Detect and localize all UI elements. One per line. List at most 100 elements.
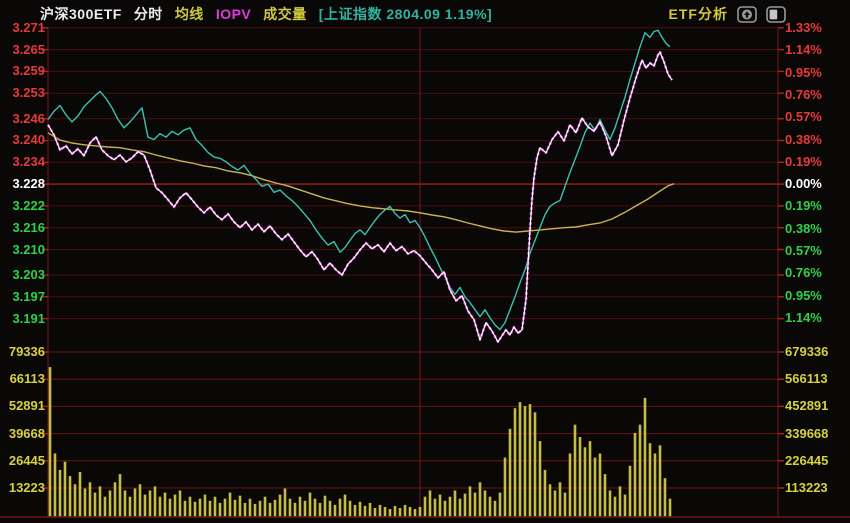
volume-bar (213, 496, 217, 517)
volume-bar (83, 488, 87, 517)
percent-axis-label: 1.14% (785, 42, 822, 57)
average-price-line (47, 132, 675, 233)
volume-bar (628, 465, 632, 517)
percent-axis-label: 0.57% (785, 109, 822, 124)
volume-axis-label: 39668 (8, 426, 45, 441)
volume-bar (378, 504, 382, 517)
volume-bar (538, 441, 542, 517)
volume-bar (488, 496, 492, 517)
volume-bar (613, 496, 617, 517)
volume-bar (163, 492, 167, 517)
price-axis-label: 3.240 (12, 132, 45, 147)
volume-bar (193, 501, 197, 517)
volume-bar (323, 495, 327, 517)
percent-axis-label: 0.38% (785, 221, 822, 236)
volume-bar (433, 498, 437, 517)
volume-bar (388, 509, 392, 517)
volume-bar (468, 486, 472, 517)
volume-bar (288, 498, 292, 517)
volume-bar (648, 443, 652, 517)
volume-bar (258, 500, 262, 517)
title-segment-0: 沪深300ETF (40, 6, 122, 22)
volume-bar (128, 496, 132, 517)
volume-bar (238, 495, 242, 517)
price-axis-label: 3.246 (12, 111, 45, 126)
volume-bar (383, 507, 387, 517)
price-axis-label: 3.253 (12, 85, 45, 100)
volume-axis-label: 66113 (9, 371, 45, 386)
volume-bar (458, 498, 462, 517)
volume-bar (168, 498, 172, 517)
volume-bar (578, 437, 582, 517)
etf-analysis-button[interactable]: ETF分析 (668, 6, 728, 22)
volume-bar (308, 492, 312, 517)
volume-bar (318, 502, 322, 517)
price-axis-label: 3.210 (12, 242, 45, 257)
volume-bar (273, 499, 277, 517)
volume-bar (98, 486, 102, 517)
volume-bar (583, 447, 587, 517)
volume-bar (553, 490, 557, 517)
index-volume-axis-label: 566113 (785, 371, 828, 386)
volume-bar (358, 501, 362, 517)
volume-bar (348, 500, 352, 517)
volume-bar (618, 486, 622, 517)
volume-bar (138, 484, 142, 517)
volume-bar (368, 502, 372, 517)
index-volume-axis-label: 452891 (785, 398, 829, 413)
volume-bar (243, 502, 247, 517)
volume-bar (248, 498, 252, 517)
volume-bar (78, 472, 82, 517)
volume-bar (188, 496, 192, 517)
volume-bar (218, 502, 222, 517)
volume-bar (543, 469, 547, 517)
volume-bar (623, 494, 627, 517)
upload-icon[interactable] (737, 5, 757, 23)
volume-bar (133, 488, 137, 517)
volume-bar (293, 502, 297, 517)
header-toolbar: ETF分析 (669, 3, 786, 25)
volume-bar (448, 496, 452, 517)
volume-bar (338, 498, 342, 517)
volume-bar (493, 500, 497, 517)
volume-bar (283, 488, 287, 517)
volume-bar (663, 478, 667, 517)
volume-bar (333, 504, 337, 517)
volume-bar (63, 461, 67, 517)
volume-bar (223, 498, 227, 517)
percent-axis-label: 0.19% (785, 198, 822, 213)
volume-bar (473, 492, 477, 517)
volume-bar (148, 490, 152, 517)
volume-bar (103, 496, 107, 517)
index-line (47, 29, 671, 331)
volume-bar (73, 484, 77, 517)
volume-bar (328, 500, 332, 517)
volume-bar (303, 500, 307, 517)
percent-axis-label: 1.14% (785, 310, 822, 325)
volume-bar (93, 492, 97, 517)
volume-bar (108, 490, 112, 517)
volume-bar (608, 490, 612, 517)
volume-bar (58, 469, 62, 517)
chart-title: 沪深300ETF 分时 均线 IOPV 成交量 [上证指数 2804.09 1.19%] (40, 3, 492, 25)
title-segment-3: IOPV (215, 6, 252, 22)
volume-bar (513, 408, 517, 517)
volume-bar (533, 412, 537, 517)
percent-axis-label: 0.95% (785, 65, 822, 80)
volume-bar (428, 490, 432, 517)
volume-bar (183, 500, 187, 517)
volume-bar (153, 486, 157, 517)
volume-bar (113, 482, 117, 517)
volume-bar (413, 509, 417, 517)
price-line (47, 51, 673, 343)
price-axis-label: 3.203 (12, 267, 45, 282)
volume-bar (363, 505, 367, 517)
panel-toggle-icon[interactable] (766, 5, 786, 23)
volume-bar (478, 482, 482, 517)
title-segment-5: [上证指数 2804.09 1.19%] (318, 6, 493, 22)
price-axis-label: 3.265 (12, 42, 45, 57)
volume-bar (253, 503, 257, 517)
volume-bar (598, 453, 602, 517)
price-axis-label: 3.259 (12, 63, 45, 78)
